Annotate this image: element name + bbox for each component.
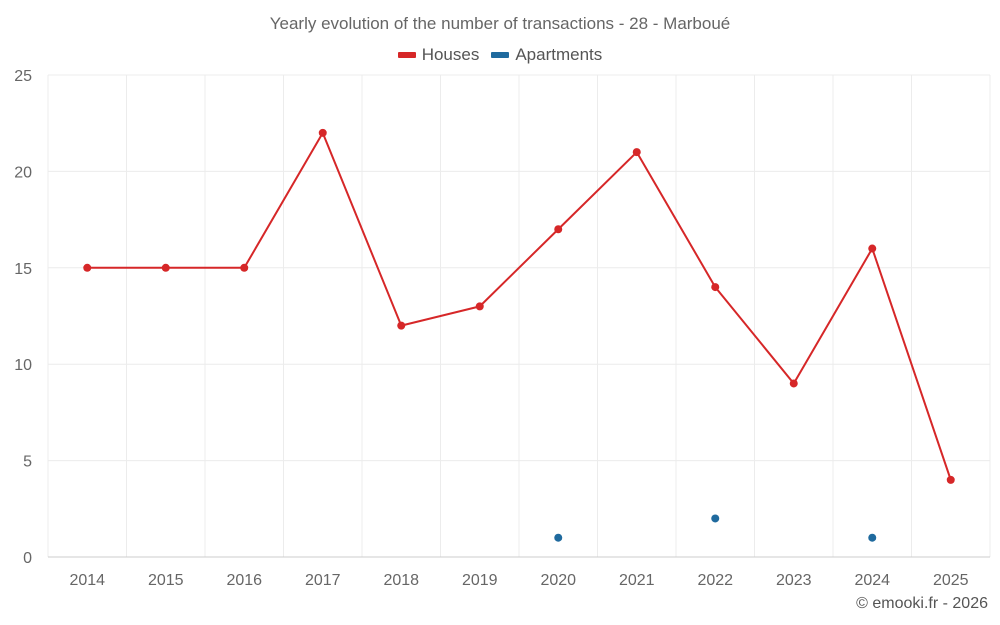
legend-swatch-houses	[397, 52, 416, 58]
x-tick-label: 2021	[619, 572, 655, 589]
y-tick-label: 15	[14, 261, 32, 278]
x-tick-label: 2022	[697, 572, 733, 589]
series-apartments	[554, 514, 877, 542]
legend-item-houses[interactable]: Houses	[397, 45, 480, 65]
y-tick-label: 5	[23, 454, 32, 471]
x-tick-label: 2024	[854, 572, 890, 589]
x-tick-label: 2023	[776, 572, 812, 589]
y-tick-label: 0	[23, 550, 32, 567]
data-point-houses-2015[interactable]	[161, 263, 170, 272]
x-tick-label: 2015	[148, 572, 184, 589]
y-tick-label: 20	[14, 164, 32, 181]
chart-title: Yearly evolution of the number of transa…	[269, 14, 731, 33]
data-point-houses-2021[interactable]	[632, 148, 641, 157]
x-tick-label: 2020	[540, 572, 576, 589]
grid	[47, 74, 991, 557]
data-point-apartments-2024[interactable]	[868, 533, 877, 542]
x-tick-label: 2016	[226, 572, 262, 589]
data-point-houses-2020[interactable]	[554, 225, 563, 234]
series-line-houses	[87, 131, 952, 481]
legend-item-apartments[interactable]: Apartments	[491, 45, 602, 65]
legend-label-apartments: Apartments	[515, 45, 603, 64]
data-point-houses-2019[interactable]	[475, 302, 484, 311]
data-point-houses-2014[interactable]	[83, 263, 92, 272]
legend-swatch-apartments	[491, 52, 510, 58]
series-houses	[83, 128, 955, 484]
data-point-houses-2016[interactable]	[240, 263, 249, 272]
credit-text: © emooki.fr - 2026	[856, 595, 988, 612]
y-tick-label: 10	[14, 357, 32, 374]
x-tick-label: 2017	[305, 572, 341, 589]
data-point-apartments-2020[interactable]	[554, 533, 563, 542]
data-point-houses-2023[interactable]	[789, 379, 798, 388]
data-point-houses-2018[interactable]	[397, 321, 406, 330]
x-tick-label: 2014	[69, 572, 105, 589]
legend: Houses Apartments	[0, 45, 1000, 65]
data-point-apartments-2022[interactable]	[711, 514, 720, 523]
legend-label-houses: Houses	[421, 45, 480, 64]
y-tick-label: 25	[14, 68, 32, 85]
data-point-houses-2017[interactable]	[318, 128, 327, 137]
data-point-houses-2025[interactable]	[946, 475, 955, 484]
x-tick-label: 2025	[933, 572, 969, 589]
series	[83, 128, 955, 542]
data-point-houses-2024[interactable]	[868, 244, 877, 253]
data-point-houses-2022[interactable]	[711, 283, 720, 292]
x-tick-label: 2019	[462, 572, 498, 589]
x-tick-label: 2018	[383, 572, 419, 589]
